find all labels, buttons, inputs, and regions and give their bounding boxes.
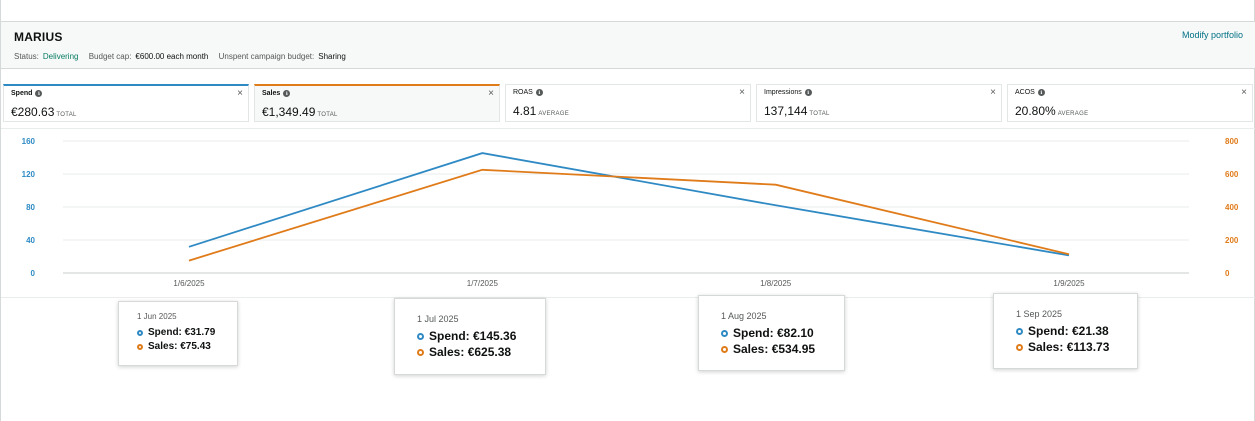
tooltip-date: 1 Aug 2025 bbox=[721, 311, 767, 321]
left-axis-tick: 40 bbox=[26, 236, 35, 245]
x-axis-tick: 1/7/2025 bbox=[467, 279, 499, 288]
metric-value: €280.63 bbox=[11, 105, 55, 119]
tooltip-sales: Sales: €625.38 bbox=[429, 345, 512, 359]
budget-cap-value: €600.00 each month bbox=[135, 52, 209, 61]
right-axis-tick: 800 bbox=[1225, 137, 1239, 146]
series-line-spend bbox=[188, 152, 1070, 257]
chart-tooltip: 1 Sep 2025 Spend: €21.38 Sales: €113.73 bbox=[993, 293, 1138, 369]
tooltip-sales: Sales: €534.95 bbox=[733, 342, 816, 356]
metric-tile-sales[interactable]: Sales i × €1,349.49 TOTAL bbox=[254, 84, 500, 122]
spend-dot-icon bbox=[417, 332, 424, 340]
metric-value: 20.80% bbox=[1015, 104, 1056, 118]
tooltip-sales: Sales: €75.43 bbox=[148, 341, 211, 352]
close-icon[interactable]: × bbox=[237, 88, 243, 99]
metric-tile-roas[interactable]: ROAS i × 4.81 AVERAGE bbox=[505, 84, 751, 122]
status-label: Status: bbox=[14, 52, 39, 61]
x-axis-tick: 1/8/2025 bbox=[760, 279, 792, 288]
sales-dot-icon bbox=[417, 348, 424, 356]
tooltip-date: 1 Sep 2025 bbox=[1016, 309, 1063, 319]
info-icon[interactable]: i bbox=[283, 90, 291, 97]
metric-label: ROAS bbox=[513, 89, 533, 96]
left-axis-tick: 120 bbox=[22, 170, 36, 179]
left-axis-tick: 0 bbox=[31, 269, 36, 278]
metric-suffix: TOTAL bbox=[809, 111, 830, 117]
close-icon[interactable]: × bbox=[1241, 87, 1247, 98]
left-axis-tick: 80 bbox=[26, 203, 35, 212]
modify-portfolio-link[interactable]: Modify portfolio bbox=[1181, 30, 1243, 40]
chart-tooltip: 1 Aug 2025 Spend: €82.10 Sales: €534.95 bbox=[698, 295, 845, 371]
metric-label: Sales bbox=[262, 90, 281, 97]
x-axis-tick: 1/9/2025 bbox=[1053, 279, 1085, 288]
status-value: Delivering bbox=[42, 52, 79, 61]
metric-value: 137,144 bbox=[764, 104, 808, 118]
portfolio-title: MARIUS bbox=[14, 30, 63, 44]
close-icon[interactable]: × bbox=[488, 88, 494, 99]
info-icon[interactable]: i bbox=[35, 90, 43, 97]
chart-svg: 0 40 80 120 160 0 200 400 600 800 1/6/2025 1/7/2025… bbox=[22, 137, 1239, 288]
metric-suffix: TOTAL bbox=[317, 112, 338, 118]
right-axis-tick: 400 bbox=[1225, 203, 1239, 212]
metric-value: €1,349.49 bbox=[262, 105, 316, 119]
metric-tiles: Spend i × €280.63 TOTAL Sales i × €1,349.49… bbox=[3, 84, 1255, 122]
metric-tile-acos[interactable]: ACOS i × 20.80% AVERAGE bbox=[1007, 84, 1253, 122]
metric-label: Impressions bbox=[764, 89, 802, 96]
sales-dot-icon bbox=[1016, 343, 1023, 351]
spend-dot-icon bbox=[1016, 327, 1023, 335]
series-line-sales bbox=[188, 168, 1070, 262]
chart-tooltip: 1 Jul 2025 Spend: €145.36 Sales: €625.38 bbox=[394, 298, 546, 375]
metric-suffix: TOTAL bbox=[56, 112, 77, 118]
tooltip-spend: Spend: €21.38 bbox=[1028, 324, 1109, 338]
spend-dot-icon bbox=[721, 329, 728, 337]
sales-dot-icon bbox=[137, 343, 143, 350]
metric-label: ACOS bbox=[1015, 89, 1035, 96]
x-axis-tick: 1/6/2025 bbox=[173, 279, 205, 288]
unspent-budget-label: Unspent campaign budget: bbox=[218, 52, 315, 61]
spend-dot-icon bbox=[137, 329, 143, 336]
close-icon[interactable]: × bbox=[990, 87, 996, 98]
metric-tile-spend[interactable]: Spend i × €280.63 TOTAL bbox=[3, 84, 249, 122]
tooltip-spend: Spend: €82.10 bbox=[733, 326, 814, 340]
metric-suffix: AVERAGE bbox=[1057, 111, 1089, 117]
chart-tooltip: 1 Jun 2025 Spend: €31.79 Sales: €75.43 bbox=[118, 301, 238, 366]
left-axis-tick: 160 bbox=[22, 137, 36, 146]
metric-label: Spend bbox=[11, 90, 33, 97]
budget-cap-label: Budget cap: bbox=[88, 52, 132, 61]
portfolio-meta: Status: Delivering Budget cap: €600.00 eac… bbox=[14, 52, 354, 61]
tooltip-date: 1 Jun 2025 bbox=[137, 312, 177, 321]
right-axis-tick: 600 bbox=[1225, 170, 1239, 179]
sales-dot-icon bbox=[721, 345, 728, 353]
unspent-budget-value: Sharing bbox=[318, 52, 346, 61]
close-icon[interactable]: × bbox=[739, 87, 745, 98]
tooltip-spend: Spend: €31.79 bbox=[148, 327, 216, 338]
tooltip-date: 1 Jul 2025 bbox=[417, 314, 459, 324]
info-icon[interactable]: i bbox=[1037, 89, 1045, 96]
info-icon[interactable]: i bbox=[804, 89, 812, 96]
metric-tile-impressions[interactable]: Impressions i × 137,144 TOTAL bbox=[756, 84, 1002, 122]
tooltip-spend: Spend: €145.36 bbox=[429, 329, 517, 343]
metric-suffix: AVERAGE bbox=[538, 111, 570, 117]
metric-value: 4.81 bbox=[513, 104, 537, 118]
performance-chart: 0 40 80 120 160 0 200 400 600 800 1/6/2025 1/7/2025… bbox=[1, 128, 1255, 298]
right-axis-tick: 0 bbox=[1225, 269, 1230, 278]
tooltip-sales: Sales: €113.73 bbox=[1028, 340, 1110, 354]
info-icon[interactable]: i bbox=[535, 89, 543, 96]
portfolio-header: MARIUS Modify portfolio Status: Deliverin… bbox=[1, 21, 1255, 69]
right-axis-tick: 200 bbox=[1225, 236, 1239, 245]
